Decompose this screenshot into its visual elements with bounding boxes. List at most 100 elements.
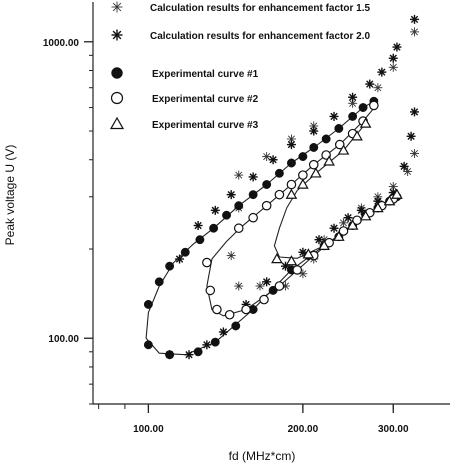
data-point-series-3 <box>143 340 153 350</box>
data-point-series-4 <box>369 100 379 111</box>
data-point-series-2 <box>343 213 353 223</box>
data-point-series-2 <box>409 107 419 117</box>
data-point-series-5 <box>351 130 363 141</box>
data-point-series-5 <box>285 188 298 199</box>
data-point-series-4 <box>202 257 212 268</box>
data-point-series-4 <box>224 309 235 320</box>
x-tick-label: 300.00 <box>378 424 409 435</box>
data-point-series-3 <box>165 261 175 271</box>
y-axis-label: Peak voltage U (V) <box>3 145 17 246</box>
data-point-series-3 <box>210 337 220 347</box>
data-point-series-3 <box>286 158 296 168</box>
data-point-series-3 <box>274 168 284 178</box>
data-point-series-3 <box>248 190 258 200</box>
y-tick-label: 1000.00 <box>43 38 80 49</box>
data-point-series-3 <box>348 111 358 121</box>
legend-item-5: Experimental curve #3 <box>109 116 259 131</box>
x-tick-label: 200.00 <box>288 424 319 435</box>
data-point-series-5 <box>372 201 384 213</box>
data-point-series-5 <box>383 195 396 206</box>
data-point-series-2 <box>329 111 339 121</box>
data-point-series-5 <box>271 253 283 264</box>
data-point-series-3 <box>209 223 219 233</box>
data-point-series-3 <box>193 347 203 357</box>
data-point-series-3 <box>358 103 368 112</box>
data-point-series-2 <box>406 131 416 141</box>
data-point-series-4 <box>274 281 285 291</box>
legend-item-3: Experimental curve #1 <box>111 67 259 80</box>
data-point-series-5 <box>346 219 359 230</box>
data-point-series-5 <box>285 255 298 266</box>
data-point-series-3 <box>180 247 190 257</box>
data-point-series-2 <box>184 350 194 360</box>
data-point-series-5 <box>323 155 335 166</box>
data-point-series-1 <box>298 269 308 279</box>
data-point-series-3 <box>309 143 319 152</box>
data-point-series-5 <box>297 178 309 189</box>
axes-layer: 100.00 200.00 300.00 100.00 1000.00 <box>43 2 450 435</box>
data-point-series-4 <box>334 139 345 150</box>
data-point-series-5 <box>359 210 372 221</box>
data-point-series-5 <box>337 144 350 155</box>
data-point-series-1 <box>388 62 398 72</box>
data-point-series-2 <box>268 155 278 165</box>
data-point-series-3 <box>143 300 153 309</box>
data-point-series-3 <box>154 277 164 287</box>
x-tick-label: 100.00 <box>133 424 164 435</box>
data-point-series-4 <box>248 212 258 223</box>
legend-marker-5 <box>109 116 125 130</box>
data-point-series-1 <box>409 27 419 37</box>
data-point-series-2 <box>365 79 375 89</box>
data-point-series-5 <box>332 230 345 241</box>
data-point-series-5 <box>359 117 372 128</box>
data-point-series-2 <box>210 205 220 215</box>
data-point-series-2 <box>175 254 185 264</box>
legend-item-1: Calculation results for enhancement fact… <box>111 1 370 14</box>
data-point-series-2 <box>409 14 419 24</box>
data-point-series-1 <box>262 152 272 162</box>
data-point-series-2 <box>399 161 409 171</box>
data-point-series-1 <box>403 167 413 177</box>
data-point-series-3 <box>334 124 344 133</box>
data-point-series-2 <box>314 235 324 245</box>
data-point-series-2 <box>226 190 236 200</box>
legend-marker-2 <box>111 29 123 41</box>
data-point-series-2 <box>193 221 203 231</box>
data-point-series-4 <box>292 265 303 275</box>
data-point-series-2 <box>388 53 398 63</box>
data-point-series-2 <box>309 126 319 136</box>
data-point-series-2 <box>392 42 402 52</box>
data-point-series-4 <box>205 285 216 296</box>
legend-marker-3 <box>111 67 123 79</box>
legend-item-4: Experimental curve #2 <box>110 91 259 105</box>
data-point-series-4 <box>298 170 308 180</box>
data-point-series-3 <box>321 134 331 144</box>
legend-marker-1 <box>111 1 123 13</box>
data-point-series-5 <box>318 239 330 251</box>
data-point-series-4 <box>259 294 269 305</box>
data-point-series-2 <box>286 140 296 150</box>
data-point-series-4 <box>212 304 222 315</box>
legend: Calculation results for enhancement fact… <box>109 1 370 131</box>
x-axis-label: fd (MHz*cm) <box>229 449 296 463</box>
data-point-series-5 <box>391 188 403 199</box>
data-point-series-3 <box>231 321 241 331</box>
data-point-series-1 <box>409 148 419 158</box>
data-point-series-4 <box>338 226 349 236</box>
data-point-series-2 <box>218 327 228 337</box>
data-point-series-4 <box>308 159 319 170</box>
fit-curve-2 <box>206 102 394 317</box>
data-point-series-1 <box>234 281 244 291</box>
data-point-series-4 <box>233 223 244 234</box>
data-point-series-2 <box>202 340 212 350</box>
legend-label-5: Experimental curve #3 <box>152 120 259 131</box>
data-point-series-1 <box>373 83 383 93</box>
legend-label-1: Calculation results for enhancement fact… <box>150 3 370 14</box>
data-point-series-3 <box>165 350 175 360</box>
data-point-series-3 <box>234 201 244 211</box>
legend-label-3: Experimental curve #1 <box>152 69 259 80</box>
data-point-series-3 <box>298 152 308 162</box>
data-point-series-4 <box>241 304 251 315</box>
